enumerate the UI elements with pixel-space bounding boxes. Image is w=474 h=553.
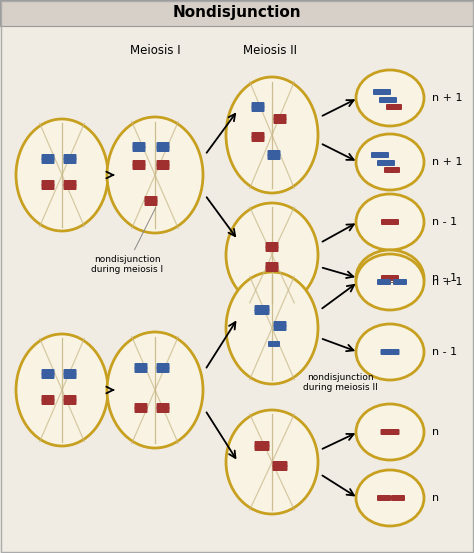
FancyBboxPatch shape (64, 180, 76, 186)
FancyBboxPatch shape (377, 495, 391, 501)
FancyBboxPatch shape (255, 309, 270, 315)
FancyBboxPatch shape (42, 399, 55, 405)
Text: n + 1: n + 1 (432, 157, 463, 167)
FancyBboxPatch shape (252, 102, 264, 108)
FancyBboxPatch shape (371, 152, 389, 158)
FancyBboxPatch shape (133, 146, 146, 152)
Ellipse shape (356, 194, 424, 250)
FancyBboxPatch shape (135, 363, 147, 369)
Text: nondisjunction
during meiosis II: nondisjunction during meiosis II (302, 373, 377, 393)
Text: n: n (432, 427, 439, 437)
FancyBboxPatch shape (42, 373, 55, 379)
Ellipse shape (107, 332, 203, 448)
FancyBboxPatch shape (391, 495, 405, 501)
FancyBboxPatch shape (133, 164, 146, 170)
FancyBboxPatch shape (135, 367, 147, 373)
FancyBboxPatch shape (267, 150, 281, 156)
Ellipse shape (356, 250, 424, 306)
FancyBboxPatch shape (381, 349, 400, 355)
FancyBboxPatch shape (156, 367, 170, 373)
FancyBboxPatch shape (373, 89, 391, 95)
FancyBboxPatch shape (64, 369, 76, 375)
FancyBboxPatch shape (252, 132, 264, 138)
FancyBboxPatch shape (268, 341, 280, 347)
Text: n + 1: n + 1 (432, 93, 463, 103)
FancyBboxPatch shape (42, 180, 55, 186)
Text: n + 1: n + 1 (432, 277, 463, 287)
Text: n - 1: n - 1 (432, 273, 457, 283)
Text: n - 1: n - 1 (432, 347, 457, 357)
FancyBboxPatch shape (64, 184, 76, 190)
Text: nondisjunction
during meiosis I: nondisjunction during meiosis I (91, 207, 163, 274)
FancyBboxPatch shape (255, 305, 270, 311)
Ellipse shape (226, 203, 318, 307)
FancyBboxPatch shape (255, 445, 270, 451)
Text: n: n (432, 493, 439, 503)
FancyBboxPatch shape (135, 407, 147, 413)
Ellipse shape (356, 70, 424, 126)
FancyBboxPatch shape (64, 395, 76, 401)
FancyBboxPatch shape (273, 325, 286, 331)
Ellipse shape (356, 324, 424, 380)
FancyBboxPatch shape (133, 160, 146, 166)
FancyBboxPatch shape (381, 275, 399, 281)
FancyBboxPatch shape (377, 160, 395, 166)
FancyBboxPatch shape (265, 266, 279, 272)
FancyBboxPatch shape (377, 279, 391, 285)
FancyBboxPatch shape (64, 158, 76, 164)
FancyBboxPatch shape (133, 142, 146, 148)
FancyBboxPatch shape (273, 118, 286, 124)
FancyBboxPatch shape (267, 154, 281, 160)
Ellipse shape (356, 470, 424, 526)
FancyBboxPatch shape (386, 104, 402, 110)
Ellipse shape (16, 119, 108, 231)
FancyBboxPatch shape (255, 441, 270, 447)
Ellipse shape (356, 254, 424, 310)
FancyBboxPatch shape (156, 142, 170, 148)
FancyBboxPatch shape (265, 242, 279, 248)
FancyBboxPatch shape (252, 106, 264, 112)
Ellipse shape (226, 410, 318, 514)
Ellipse shape (226, 272, 318, 384)
FancyBboxPatch shape (42, 369, 55, 375)
FancyBboxPatch shape (156, 146, 170, 152)
FancyBboxPatch shape (156, 160, 170, 166)
FancyBboxPatch shape (381, 219, 399, 225)
FancyBboxPatch shape (156, 363, 170, 369)
FancyBboxPatch shape (252, 136, 264, 142)
FancyBboxPatch shape (135, 403, 147, 409)
FancyBboxPatch shape (42, 158, 55, 164)
Ellipse shape (356, 404, 424, 460)
FancyBboxPatch shape (64, 373, 76, 379)
FancyBboxPatch shape (265, 246, 279, 252)
Ellipse shape (107, 117, 203, 233)
FancyBboxPatch shape (384, 167, 400, 173)
Ellipse shape (16, 334, 108, 446)
FancyBboxPatch shape (156, 407, 170, 413)
Text: Nondisjunction: Nondisjunction (173, 6, 301, 20)
FancyBboxPatch shape (156, 403, 170, 409)
FancyBboxPatch shape (265, 262, 279, 268)
Ellipse shape (356, 134, 424, 190)
Text: Meiosis I: Meiosis I (130, 44, 180, 56)
FancyBboxPatch shape (64, 154, 76, 160)
FancyBboxPatch shape (42, 395, 55, 401)
FancyBboxPatch shape (42, 184, 55, 190)
Text: n - 1: n - 1 (432, 217, 457, 227)
FancyBboxPatch shape (393, 279, 407, 285)
FancyBboxPatch shape (42, 154, 55, 160)
FancyBboxPatch shape (145, 200, 157, 206)
FancyBboxPatch shape (379, 97, 397, 103)
FancyBboxPatch shape (381, 429, 400, 435)
FancyBboxPatch shape (145, 196, 157, 202)
FancyBboxPatch shape (273, 461, 288, 467)
Bar (0, 0, 474, 26)
FancyBboxPatch shape (273, 465, 288, 471)
Ellipse shape (226, 77, 318, 193)
Text: Meiosis II: Meiosis II (243, 44, 297, 56)
FancyBboxPatch shape (273, 114, 286, 120)
FancyBboxPatch shape (273, 321, 286, 327)
FancyBboxPatch shape (156, 164, 170, 170)
FancyBboxPatch shape (64, 399, 76, 405)
